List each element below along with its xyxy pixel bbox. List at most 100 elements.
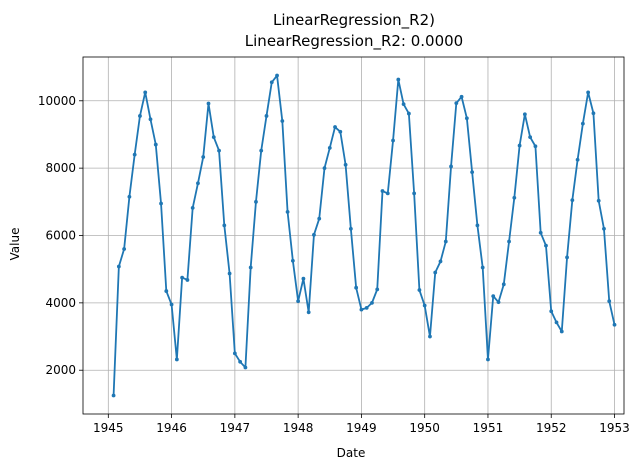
data-point (549, 309, 554, 314)
data-point (285, 210, 290, 214)
data-point (322, 166, 327, 171)
data-point (396, 77, 401, 82)
data-point (259, 148, 264, 153)
data-point (338, 129, 343, 134)
data-point (570, 198, 575, 203)
data-point (522, 112, 527, 117)
data-point (512, 195, 517, 200)
data-point (132, 152, 137, 157)
x-tick-label: 1945 (93, 421, 124, 435)
x-axis-label: Date (337, 446, 366, 460)
data-point (238, 359, 243, 364)
y-tick-label: 6000 (45, 229, 76, 243)
data-point (174, 357, 179, 362)
data-point (153, 142, 158, 147)
data-point (222, 223, 227, 228)
y-tick-label: 8000 (45, 161, 76, 175)
data-point (422, 303, 427, 308)
data-point (248, 265, 253, 270)
x-tick-label: 1949 (346, 421, 377, 435)
data-point (169, 302, 174, 307)
data-point (254, 199, 258, 204)
data-point (275, 73, 279, 78)
data-point (348, 226, 353, 231)
data-point (312, 232, 316, 237)
data-point (559, 329, 564, 334)
data-point (148, 117, 153, 122)
y-tick-label: 2000 (45, 363, 76, 377)
data-point (544, 243, 548, 248)
y-axis-label: Value (8, 228, 22, 261)
y-tick-label: 10000 (38, 94, 76, 108)
data-point (385, 191, 390, 196)
data-point (127, 194, 132, 199)
data-point (122, 247, 127, 251)
data-point (486, 357, 490, 362)
data-point (454, 101, 459, 106)
x-tick-label: 1951 (473, 421, 504, 435)
chart-title: LinearRegression_R2) (273, 11, 435, 30)
chart-subtitle: LinearRegression_R2: 0.0000 (245, 32, 463, 51)
data-point (602, 226, 606, 231)
data-point (607, 299, 612, 304)
data-point (475, 223, 480, 228)
data-point (217, 148, 221, 153)
data-point (306, 310, 311, 315)
data-point (596, 198, 601, 203)
data-point (591, 111, 596, 116)
data-point (206, 101, 211, 106)
data-point (301, 276, 306, 281)
data-point (533, 144, 538, 149)
data-point (354, 285, 359, 290)
data-point (554, 320, 559, 325)
series-layer (111, 73, 617, 398)
data-point (496, 300, 501, 305)
data-point (116, 264, 121, 269)
data-point (501, 282, 506, 287)
x-tick-label: 1947 (220, 421, 251, 435)
data-point (464, 116, 469, 121)
data-point (565, 255, 569, 260)
x-axis: 1945 1946 1947 1948 1949 1950 1951 1952 1953 (93, 414, 630, 435)
x-tick-label: 1952 (536, 421, 567, 435)
data-point (143, 90, 148, 95)
x-tick-label: 1953 (599, 421, 630, 435)
data-point (433, 270, 438, 275)
data-point (280, 119, 285, 123)
x-tick-label: 1948 (283, 421, 314, 435)
data-point (180, 275, 185, 280)
y-axis: 2000 4000 6000 8000 10000 (38, 94, 83, 377)
y-tick-label: 4000 (45, 296, 76, 310)
x-tick-label: 1946 (156, 421, 187, 435)
data-point (401, 102, 406, 107)
data-point (343, 162, 348, 167)
data-point (290, 258, 295, 263)
data-point (364, 306, 369, 310)
data-point (243, 365, 248, 370)
data-point (370, 300, 374, 305)
data-point (443, 239, 448, 244)
x-tick-label: 1950 (409, 421, 440, 435)
data-point (375, 287, 380, 292)
data-point (111, 393, 116, 398)
data-point (412, 191, 417, 196)
data-point (327, 146, 332, 150)
data-point (517, 143, 522, 148)
data-point (269, 80, 274, 85)
data-point (470, 170, 475, 175)
data-point (211, 135, 216, 140)
data-point (185, 278, 190, 282)
grid (83, 57, 624, 414)
data-point (359, 307, 364, 312)
data-point (586, 90, 591, 95)
data-point (138, 114, 142, 118)
data-point (264, 114, 269, 118)
data-point (449, 164, 453, 169)
data-point (227, 271, 232, 276)
data-point (406, 111, 411, 116)
data-point (612, 322, 617, 327)
data-point (507, 239, 511, 244)
data-point (438, 259, 443, 264)
data-point (480, 265, 485, 270)
data-point (164, 289, 169, 293)
